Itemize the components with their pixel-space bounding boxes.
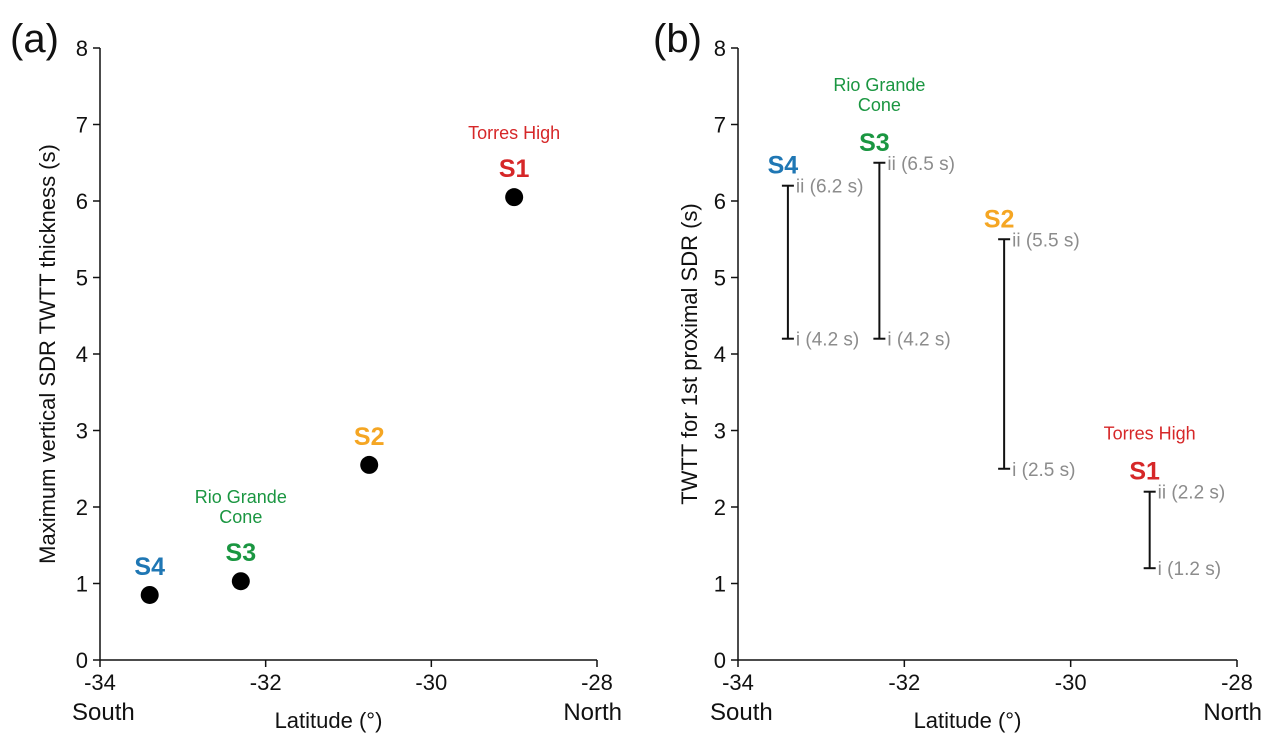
range-low-label-s4: i (4.2 s) <box>796 330 859 351</box>
region-label-s3: Rio Grande Cone <box>833 75 925 115</box>
panel-label: (b) <box>653 17 702 61</box>
x-tick-label: -30 <box>415 670 447 695</box>
x-tick-label: -32 <box>888 670 920 695</box>
x-tick-label: -34 <box>84 670 116 695</box>
range-high-label-s3: ii (6.5 s) <box>887 154 955 175</box>
text-line: Rio Grande <box>833 75 925 95</box>
text-line: Rio Grande <box>195 487 287 507</box>
y-tick-label: 3 <box>714 419 726 444</box>
x-tick-label: -34 <box>722 670 754 695</box>
y-tick-label: 5 <box>76 266 88 291</box>
range-low-label-s2: i (2.5 s) <box>1012 460 1075 481</box>
y-axis-label: Maximum vertical SDR TWTT thickness (s) <box>35 144 60 564</box>
y-tick-label: 8 <box>714 36 726 61</box>
text-line: Torres High <box>468 123 560 143</box>
range-low-label-s3: i (4.2 s) <box>887 330 950 351</box>
series-label-s2: S2 <box>984 205 1015 233</box>
range-high-label-s1: ii (2.2 s) <box>1158 483 1226 504</box>
region-label-s1: Torres High <box>468 123 560 143</box>
range-high-label-s4: ii (6.2 s) <box>796 177 864 198</box>
y-tick-label: 3 <box>76 419 88 444</box>
y-tick-label: 8 <box>76 36 88 61</box>
y-tick-label: 2 <box>76 495 88 520</box>
panel-b: 0 1 2 3 4 5 6 7 8 -34 -32 -30 -28 South North Latitude … <box>653 17 1262 733</box>
y-tick-label: 0 <box>76 648 88 673</box>
series-label-s3: S3 <box>226 539 257 567</box>
x-axis-label: Latitude (°) <box>275 708 383 733</box>
y-tick-label: 6 <box>714 189 726 214</box>
y-tick-label: 2 <box>714 495 726 520</box>
text-line: Torres High <box>1104 424 1196 444</box>
series-label-s2: S2 <box>354 423 385 451</box>
series-label-s1: S1 <box>499 155 530 183</box>
region-label-s1: Torres High <box>1104 424 1196 444</box>
x-tick-label: -28 <box>581 670 613 695</box>
y-tick-label: 5 <box>714 266 726 291</box>
x-direction-left-label: South <box>710 699 773 726</box>
x-direction-right-label: North <box>1203 699 1262 726</box>
range-low-label-s1: i (1.2 s) <box>1158 559 1221 580</box>
x-direction-left-label: South <box>72 699 135 726</box>
data-point-s4 <box>140 585 159 604</box>
x-tick-label: -28 <box>1221 670 1253 695</box>
series-label-s4: S4 <box>134 553 165 581</box>
series-label-s1: S1 <box>1129 458 1160 486</box>
x-tick-label: -32 <box>250 670 282 695</box>
y-axis-label: TWTT for 1st proximal SDR (s) <box>677 203 702 505</box>
panel-a: 0 1 2 3 4 5 6 7 8 -34 -32 -30 -28 South North Latitude … <box>10 17 622 733</box>
data-point-s1 <box>505 188 524 207</box>
y-tick-label: 6 <box>76 189 88 214</box>
y-tick-label: 4 <box>714 342 726 367</box>
series-label-s4: S4 <box>768 152 799 180</box>
y-tick-label: 7 <box>76 113 88 138</box>
y-tick-label: 1 <box>714 572 726 597</box>
data-point-s3 <box>231 572 250 591</box>
series-label-s3: S3 <box>859 129 890 157</box>
region-label-s3: Rio Grande Cone <box>195 487 287 527</box>
range-high-label-s2: ii (5.5 s) <box>1012 230 1080 251</box>
y-tick-label: 4 <box>76 342 88 367</box>
text-line: Cone <box>219 507 262 527</box>
y-tick-label: 0 <box>714 648 726 673</box>
x-direction-right-label: North <box>563 699 622 726</box>
y-tick-label: 1 <box>76 572 88 597</box>
x-axis-label: Latitude (°) <box>914 708 1022 733</box>
panel-label: (a) <box>10 17 59 61</box>
y-tick-label: 7 <box>714 113 726 138</box>
text-line: Cone <box>858 95 901 115</box>
x-tick-label: -30 <box>1055 670 1087 695</box>
data-point-s2 <box>360 455 379 474</box>
